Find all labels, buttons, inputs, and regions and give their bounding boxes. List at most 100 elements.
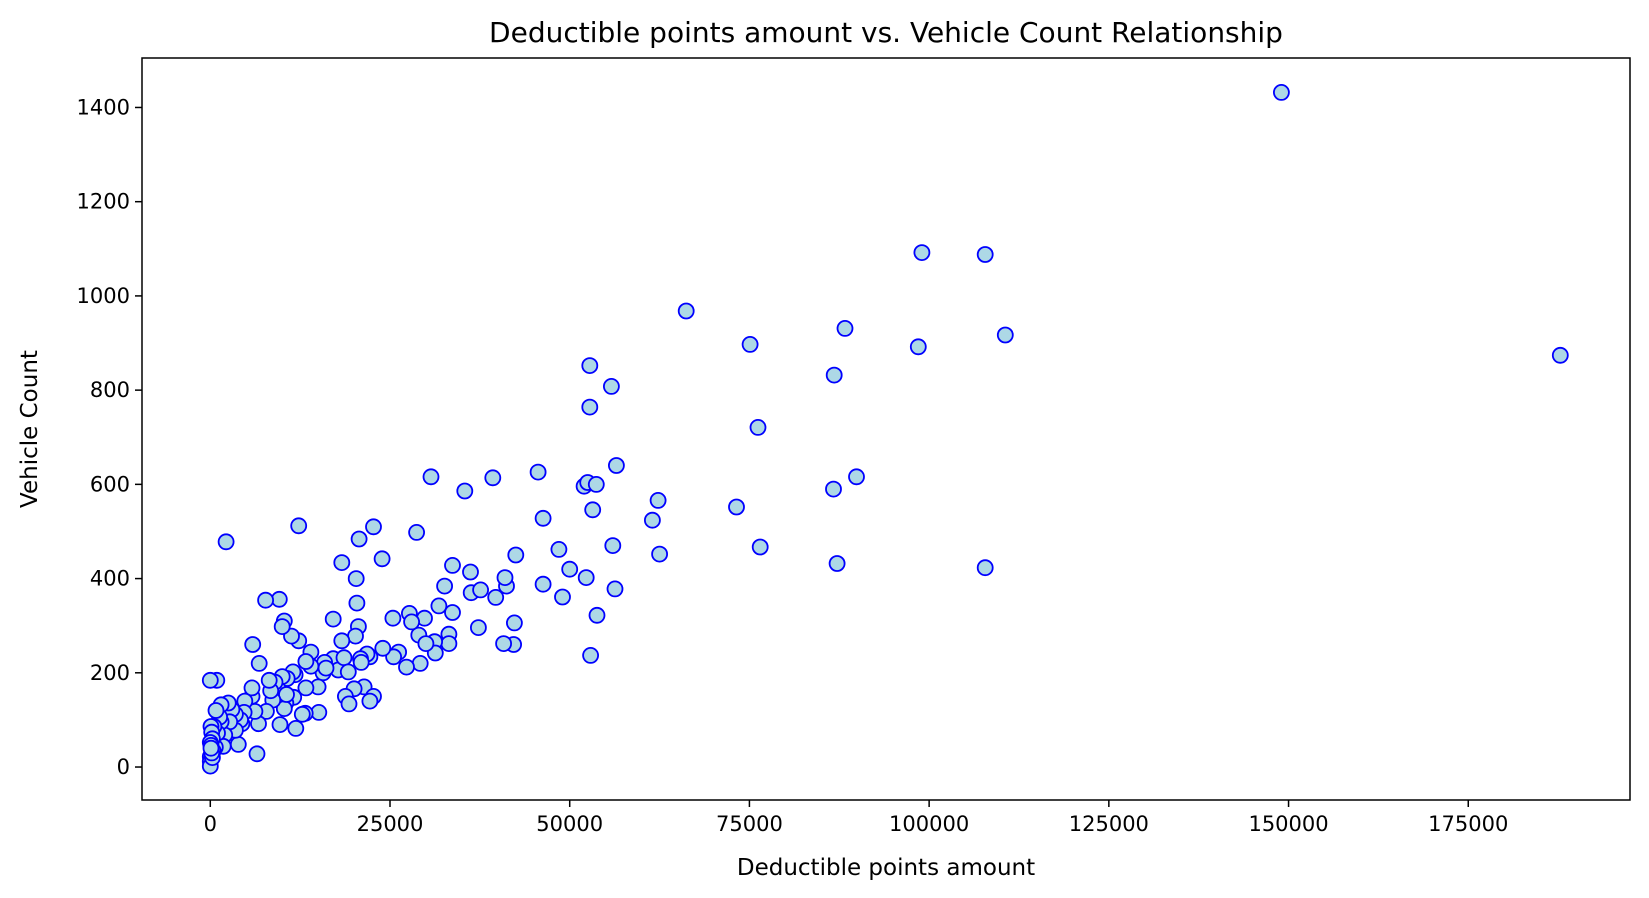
scatter-point (229, 736, 247, 753)
scatter-point (741, 335, 759, 353)
plot-frame (141, 57, 1631, 801)
scatter-point (825, 366, 843, 384)
scatter-point (271, 716, 289, 733)
scatter-point (270, 590, 288, 608)
scatter-point (836, 319, 854, 337)
y-tick-label: 1200 (77, 190, 130, 214)
scatter-point (201, 671, 219, 689)
scatter-point (469, 619, 487, 636)
y-tick-label: 200 (90, 661, 130, 685)
y-axis-ticks: 0 200 400 600 800 1000 1200 1400 (77, 95, 142, 779)
scatter-point (587, 475, 605, 493)
scatter-point (507, 546, 525, 564)
scatter-point (408, 524, 426, 541)
scatter-point (484, 469, 502, 487)
scatter-point (444, 604, 461, 621)
y-tick-label: 1000 (77, 284, 130, 308)
scatter-point (577, 569, 595, 586)
scatter-point (495, 635, 513, 652)
scatter-point (996, 326, 1014, 344)
scatter-point (472, 581, 490, 599)
scatter-point (324, 610, 342, 628)
scatter-point (913, 244, 931, 262)
scatter-point (828, 555, 846, 572)
scatter-point (374, 639, 392, 657)
scatter-point (1551, 346, 1569, 364)
scatter-point (581, 398, 599, 416)
scatter-point (582, 647, 599, 664)
scatter-point (496, 569, 514, 586)
scatter-point (411, 655, 429, 672)
scatter-point (444, 557, 461, 574)
scatter-point (333, 554, 351, 571)
scatter-point (456, 482, 474, 500)
scatter-point (335, 649, 353, 667)
scatter-point (584, 501, 602, 519)
scatter-point (217, 533, 235, 551)
scatter-point (554, 588, 571, 606)
scatter-point (243, 679, 261, 697)
scatter-point (373, 550, 391, 568)
scatter-point (260, 671, 278, 689)
scatter-point (257, 591, 275, 609)
scatter-point (561, 560, 579, 578)
x-axis-ticks: 0 25000 50000 75000 100000 125000 150000 175000 (204, 800, 1508, 836)
scatter-point (677, 302, 695, 320)
scatter-point (422, 468, 440, 486)
scatter-point (909, 338, 927, 356)
x-tick-label: 150000 (1248, 812, 1328, 836)
x-tick-label: 50000 (536, 812, 603, 836)
x-tick-label: 75000 (716, 812, 783, 836)
scatter-point (347, 627, 364, 645)
x-tick-label: 0 (204, 812, 217, 836)
scatter-point (976, 246, 994, 263)
x-axis-label: Deductible points amount (737, 855, 1035, 881)
scatter-point (728, 498, 745, 516)
scatter-point (534, 509, 552, 527)
scatter-point (1273, 84, 1290, 101)
points-layer (201, 84, 1569, 775)
scatter-point (273, 618, 291, 635)
y-tick-label: 0 (117, 755, 130, 779)
scatter-point (430, 597, 448, 615)
y-tick-label: 400 (90, 567, 130, 591)
scatter-point (340, 695, 358, 713)
scatter-point (297, 653, 315, 670)
scatter-point (202, 739, 220, 757)
scatter-point (385, 648, 403, 666)
scatter-point (534, 575, 552, 593)
scatter-point (436, 577, 454, 595)
scatter-point (293, 705, 311, 723)
scatter-point (976, 559, 994, 577)
scatter-point (339, 663, 357, 681)
scatter-point (384, 609, 402, 627)
scatter-point (550, 541, 568, 558)
scatter-point (581, 357, 599, 375)
scatter-point (398, 658, 415, 676)
scatter-point (248, 745, 266, 763)
scatter-point (588, 606, 606, 624)
scatter-point (403, 613, 421, 631)
scatter-point (604, 537, 622, 554)
y-tick-label: 600 (90, 472, 130, 496)
scatter-point (440, 635, 458, 652)
x-tick-label: 25000 (357, 812, 424, 836)
scatter-point (317, 659, 335, 677)
scatter-point (506, 614, 523, 632)
scatter-point (297, 679, 315, 697)
scatter-point (250, 655, 268, 672)
scatter-point (347, 570, 365, 587)
scatter-point (352, 654, 370, 671)
scatter-point (278, 686, 295, 703)
scatter-point (825, 480, 842, 498)
scatter-point (649, 491, 667, 509)
scatter-point (651, 545, 668, 563)
scatter-point (608, 457, 625, 474)
scatter-point (487, 589, 505, 606)
scatter-point (290, 517, 308, 535)
x-tick-label: 175000 (1428, 812, 1508, 836)
x-tick-label: 125000 (1069, 812, 1149, 836)
scatter-point (603, 377, 620, 395)
